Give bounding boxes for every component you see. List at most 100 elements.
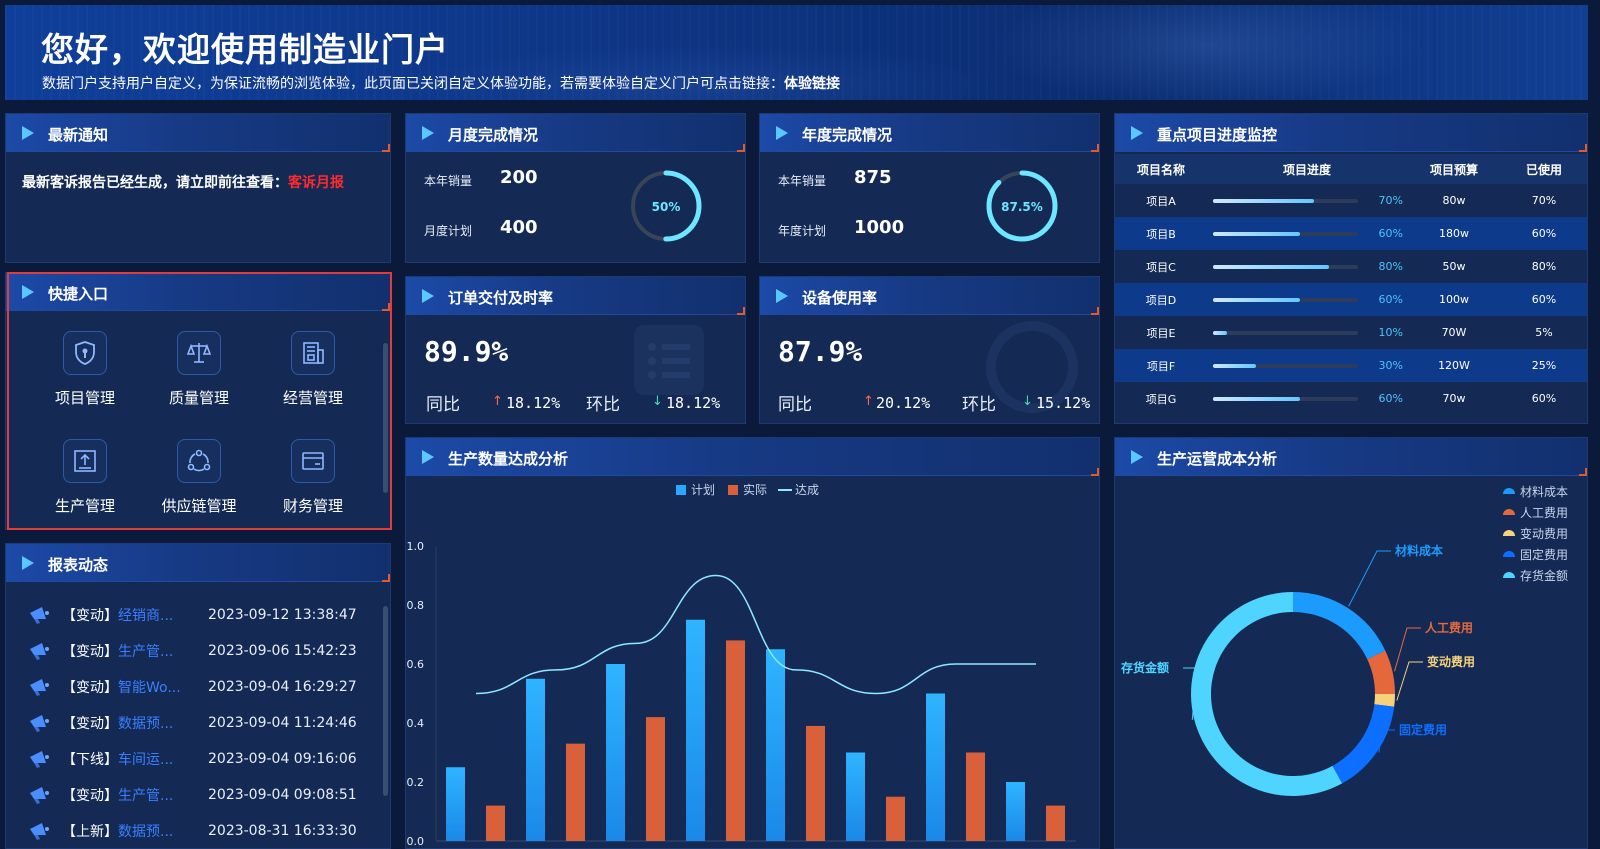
project-name: 项目D: [1115, 283, 1207, 316]
report-link[interactable]: 生产管...: [118, 644, 174, 660]
report-tag: 【变动】: [62, 680, 118, 696]
table-row[interactable]: 项目G 60% 70w 60%: [1115, 382, 1587, 415]
progress-bar: [1212, 396, 1358, 401]
notice-text: 最新客诉报告已经生成，请立即前往查看：: [22, 175, 288, 191]
bar-实际-产品H: [1046, 805, 1065, 841]
gauge-label: 50%: [652, 200, 681, 214]
table-row[interactable]: 项目A 70% 80w 70%: [1115, 184, 1587, 217]
panel-title: 生产数量达成分析: [448, 450, 569, 468]
panel-header: 设备使用率: [760, 277, 1099, 315]
project-progress: 60%: [1207, 382, 1407, 415]
report-tag: 【变动】: [62, 716, 118, 732]
legend-swatch: [1503, 509, 1515, 515]
project-used: 60%: [1501, 217, 1587, 250]
legend-label: 变动费用: [1520, 526, 1568, 541]
play-icon: [422, 289, 434, 303]
project-name: 项目B: [1115, 217, 1207, 250]
list-item[interactable]: 【变动】 生产管... 2023-09-04 09:08:51: [28, 777, 357, 813]
megaphone-icon: [30, 787, 49, 804]
report-link[interactable]: 数据预...: [118, 824, 174, 840]
table-row[interactable]: 项目D 60% 100w 60%: [1115, 283, 1587, 316]
quick-item-label: 财务管理: [282, 497, 343, 515]
bar-实际-产品G: [966, 752, 985, 841]
report-time: 2023-09-12 13:38:47: [208, 607, 357, 623]
slice-leader-line: [1396, 661, 1423, 701]
progress-percent: 60%: [1378, 227, 1403, 240]
panel-title: 设备使用率: [802, 289, 878, 307]
arrow-down-icon: ↓: [652, 394, 663, 409]
column-header: 项目名称: [1115, 154, 1207, 184]
list-item[interactable]: 【变动】 生产管... 2023-09-06 15:42:23: [28, 633, 357, 669]
slice-变动费用: [1374, 694, 1395, 707]
order-delivery-panel: 订单交付及时率 89.9% 同比 ↑ 18.12% 环比 ↓ 18.12%: [405, 276, 746, 424]
order-delivery-rate: 89.9%: [424, 335, 509, 368]
banner-subtitle-text: 数据门户支持用户自定义，为保证流畅的浏览体验，此页面已关闭自定义体验功能，若需要…: [42, 76, 784, 92]
column-header: 已使用: [1501, 154, 1587, 184]
megaphone-icon: [30, 823, 49, 840]
report-link[interactable]: 经销商...: [118, 608, 174, 624]
reports-scrollbar[interactable]: [383, 606, 388, 796]
panel-title: 快捷入口: [48, 285, 109, 303]
list-item[interactable]: 【变动】 经销商... 2023-09-12 13:38:47: [28, 597, 357, 633]
panel-title: 年度完成情况: [802, 126, 893, 144]
quick-entry-scrollbar[interactable]: [383, 343, 388, 493]
project-used: 60%: [1501, 283, 1587, 316]
legend-label: 实际: [743, 482, 767, 497]
experience-link[interactable]: 体验链接: [784, 76, 840, 92]
report-link[interactable]: 生产管...: [118, 788, 174, 804]
play-icon: [422, 126, 434, 140]
report-link[interactable]: 车间运...: [118, 752, 174, 768]
panel-title: 报表动态: [48, 556, 109, 574]
quick-item-label: 质量管理: [168, 389, 229, 407]
table-row[interactable]: 项目F 30% 120W 25%: [1115, 349, 1587, 382]
quick-item-finance[interactable]: 财务管理: [263, 439, 363, 516]
reports-panel: 报表动态 【变动】 经销商... 2023-09-12 13:38:47 【变动】 生产…: [5, 543, 391, 849]
yearly-completion-panel: 年度完成情况 本年销量 875 年度计划 1000 87.5%: [759, 113, 1100, 263]
play-icon: [776, 289, 788, 303]
slice-leader-line: [1183, 667, 1198, 720]
report-time: 2023-09-04 09:08:51: [208, 787, 357, 803]
panel-header: 年度完成情况: [760, 114, 1099, 152]
play-icon: [1131, 126, 1143, 140]
line-达成: [475, 574, 1036, 695]
report-time: 2023-08-31 16:33:30: [208, 823, 357, 839]
progress-fill: [1212, 264, 1329, 269]
list-item[interactable]: 【变动】 智能Wo... 2023-09-04 16:29:27: [28, 669, 357, 705]
list-item[interactable]: 【上新】 数据预... 2023-08-31 16:33:30: [28, 813, 357, 848]
project-budget: 100w: [1407, 283, 1501, 316]
play-icon: [22, 126, 34, 140]
progress-percent: 60%: [1378, 293, 1403, 306]
project-budget: 120W: [1407, 349, 1501, 382]
megaphone-icon: [30, 715, 49, 732]
quick-item-production[interactable]: 生产管理: [35, 439, 135, 516]
bar-计划-产品G: [926, 693, 945, 841]
list-item[interactable]: 【下线】 车间运... 2023-09-04 09:16:06: [28, 741, 357, 777]
legend-swatch: [728, 485, 738, 495]
legend-swatch: [1503, 551, 1515, 557]
project-budget: 70W: [1441, 326, 1467, 339]
yoy-label: 同比: [778, 395, 812, 415]
report-link[interactable]: 智能Wo...: [118, 680, 181, 696]
bar-实际-产品E: [806, 725, 825, 841]
quick-item-project[interactable]: 项目管理: [35, 331, 135, 408]
table-row[interactable]: 项目B 60% 180w 60%: [1115, 217, 1587, 250]
project-used: 80%: [1531, 260, 1557, 273]
panel-header: 快捷入口: [6, 273, 390, 311]
quick-item-business[interactable]: 经营管理: [263, 331, 363, 408]
table-row[interactable]: 项目C 80% 50w 80%: [1115, 250, 1587, 283]
quick-item-quality[interactable]: 质量管理: [149, 331, 249, 408]
project-name: 项目A: [1146, 194, 1176, 208]
report-link[interactable]: 数据预...: [118, 716, 174, 732]
project-progress: 80%: [1207, 250, 1407, 283]
quick-item-supply-chain[interactable]: 供应链管理: [149, 439, 249, 516]
list-watermark-icon: [634, 325, 704, 395]
table-row[interactable]: 项目E 10% 70W 5%: [1115, 316, 1587, 349]
list-item[interactable]: 【变动】 数据预... 2023-09-04 11:24:46: [28, 705, 357, 741]
report-tag: 【上新】: [62, 824, 118, 840]
play-icon: [776, 126, 788, 140]
panel-header: 报表动态: [6, 544, 390, 582]
complaint-report-link[interactable]: 客诉月报: [288, 175, 344, 191]
gauge-label: 87.5%: [1001, 200, 1043, 214]
legend-label: 材料成本: [1520, 485, 1568, 499]
